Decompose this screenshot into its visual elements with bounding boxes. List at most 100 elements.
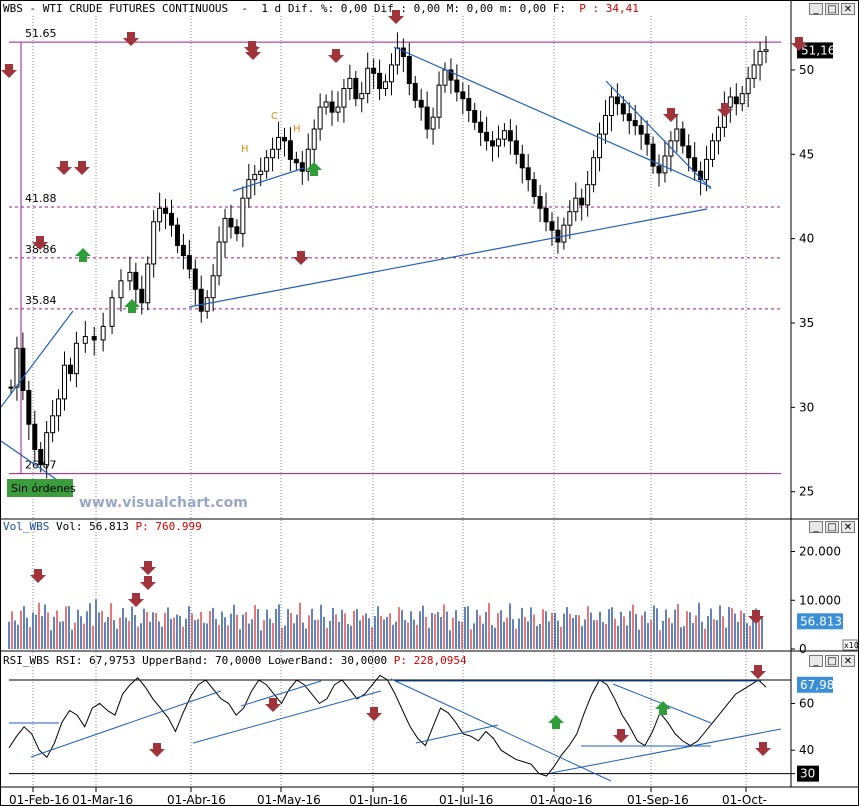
candle-body bbox=[151, 221, 157, 265]
candle-body bbox=[709, 140, 715, 160]
candle-body bbox=[543, 207, 549, 223]
candle-body bbox=[133, 271, 139, 290]
candle-body bbox=[264, 157, 270, 172]
sell-arrow-icon bbox=[328, 49, 344, 63]
minimize-button[interactable]: _ bbox=[809, 3, 823, 15]
lower-value: 30,0000 bbox=[340, 654, 388, 667]
rsi-close-button[interactable]: ✕ bbox=[841, 655, 855, 667]
candle-body bbox=[388, 64, 394, 83]
candle-body bbox=[317, 106, 323, 130]
sep: - bbox=[228, 2, 262, 15]
x-tick-label: 01-Sep-16 bbox=[627, 793, 689, 805]
rsi-y-tick-label: 60 bbox=[799, 696, 814, 710]
x-tick-label: 01-Jul-16 bbox=[439, 793, 493, 805]
candle-body bbox=[329, 101, 335, 113]
lower-label: LowerBand: bbox=[267, 654, 335, 667]
candle-body bbox=[258, 170, 264, 176]
buy-arrow-icon bbox=[306, 162, 322, 176]
candle-body bbox=[240, 197, 246, 235]
min-value: 0,00 bbox=[519, 2, 547, 15]
candle-body bbox=[715, 126, 721, 142]
candle-body bbox=[739, 93, 745, 105]
buy-arrow-icon bbox=[548, 715, 564, 729]
candle-body bbox=[353, 77, 359, 100]
sell-arrow-icon bbox=[613, 729, 629, 743]
p-label: P bbox=[579, 2, 586, 15]
candle-body bbox=[56, 398, 62, 417]
rsi-trendline bbox=[390, 678, 612, 782]
candle-body bbox=[163, 207, 169, 214]
max-value: 0,00 bbox=[466, 2, 494, 15]
candle-body bbox=[662, 155, 668, 174]
vol-close-button[interactable]: ✕ bbox=[841, 521, 855, 533]
max-label: M: bbox=[446, 2, 461, 15]
candle-body bbox=[252, 174, 258, 181]
x10-label: x10 bbox=[844, 641, 858, 650]
sell-arrow-icon bbox=[32, 236, 48, 250]
dif-pct-value: 0,00 bbox=[340, 2, 368, 15]
candle-body bbox=[91, 336, 97, 341]
sell-arrow-icon bbox=[1, 64, 17, 78]
sell-arrow-icon bbox=[663, 108, 679, 122]
candle-body bbox=[73, 342, 79, 375]
candle-body bbox=[484, 131, 490, 142]
candle-body bbox=[638, 125, 644, 135]
candle-body bbox=[751, 64, 757, 79]
restore-button[interactable]: □ bbox=[825, 3, 839, 15]
vol-minimize-button[interactable]: _ bbox=[809, 521, 823, 533]
candle-body bbox=[127, 271, 133, 282]
candle-body bbox=[8, 386, 14, 389]
candle-body bbox=[246, 179, 252, 199]
rsi-p-label: P: bbox=[393, 654, 408, 667]
pattern-label: H bbox=[241, 144, 249, 155]
candle-body bbox=[276, 136, 282, 150]
candle-body bbox=[763, 49, 769, 52]
last-price-value: 51,16 bbox=[801, 43, 835, 57]
trendline bbox=[188, 208, 708, 308]
candle-body bbox=[180, 244, 186, 257]
candle-body bbox=[394, 47, 400, 66]
sell-arrow-icon bbox=[755, 742, 771, 756]
candle-body bbox=[507, 130, 513, 142]
candle-body bbox=[424, 106, 430, 130]
candle-body bbox=[365, 67, 371, 95]
rsi-trendline bbox=[30, 690, 222, 758]
sell-arrow-icon bbox=[128, 593, 144, 607]
candle-body bbox=[270, 148, 276, 159]
buy-arrow-icon bbox=[75, 248, 91, 262]
volume-value: 56.813 bbox=[800, 614, 842, 628]
rsi-trendline bbox=[240, 680, 322, 707]
sell-arrow-icon bbox=[293, 251, 309, 265]
pattern-label: C bbox=[271, 111, 278, 122]
candle-body bbox=[228, 217, 234, 228]
volume-value-badge bbox=[797, 613, 843, 630]
level-label: 38.86 bbox=[25, 243, 57, 256]
candle-body bbox=[234, 226, 240, 235]
candle-body bbox=[216, 241, 222, 277]
candle-body bbox=[525, 167, 531, 181]
rsi-header: RSI_WBS RSI: 67,9753 UpperBand: 70,0000 … bbox=[3, 654, 467, 668]
candle-body bbox=[436, 84, 442, 118]
rsi-minimize-button[interactable]: _ bbox=[809, 655, 823, 667]
orders-badge-label: Sin órdenes bbox=[11, 482, 76, 495]
close-button[interactable]: ✕ bbox=[841, 3, 855, 15]
candle-body bbox=[656, 165, 662, 174]
price-y-tick-label: 35 bbox=[799, 316, 814, 330]
candle-body bbox=[573, 197, 579, 213]
candle-body bbox=[680, 128, 686, 147]
trendline bbox=[232, 167, 305, 192]
upper-value: 70,0000 bbox=[214, 654, 262, 667]
vol-name: Vol_WBS bbox=[3, 520, 50, 533]
rsi-restore-button[interactable]: □ bbox=[825, 655, 839, 667]
candle-body bbox=[430, 116, 436, 130]
vol-restore-button[interactable]: □ bbox=[825, 521, 839, 533]
trendline bbox=[605, 80, 712, 190]
candle-body bbox=[186, 255, 192, 270]
candle-body bbox=[359, 93, 365, 100]
candle-body bbox=[674, 128, 680, 142]
candle-body bbox=[757, 50, 763, 66]
candle-body bbox=[139, 288, 145, 304]
volume-y-tick-label: 20.000 bbox=[799, 545, 841, 559]
